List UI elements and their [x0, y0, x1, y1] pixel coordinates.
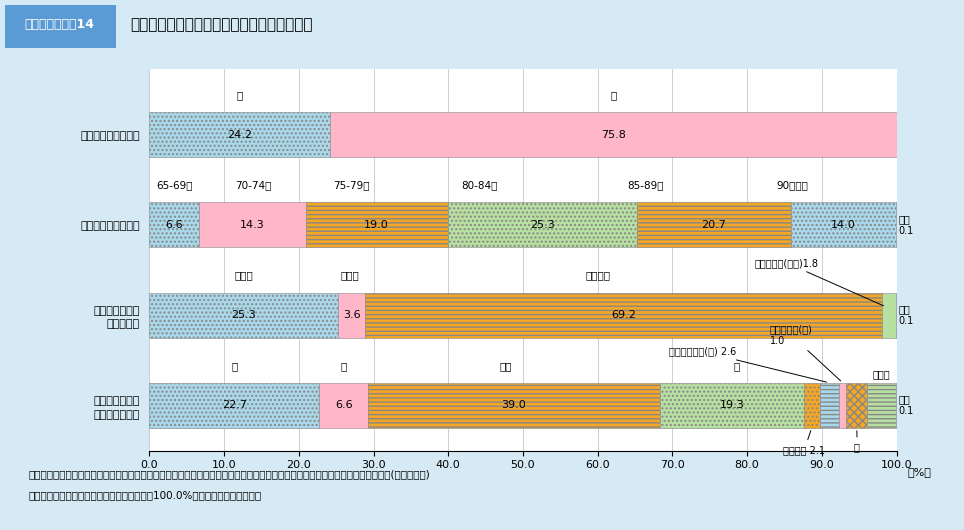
Bar: [791, 202, 896, 248]
Text: 不明
0.1: 不明 0.1: [898, 394, 914, 416]
Text: 認定済み: 認定済み: [585, 271, 610, 280]
Text: 6.6: 6.6: [335, 400, 353, 410]
Text: （%）: （%）: [908, 467, 931, 477]
Bar: [149, 293, 338, 338]
Bar: [149, 383, 319, 428]
Text: 不明
0.1: 不明 0.1: [898, 214, 914, 236]
Text: 39.0: 39.0: [501, 400, 526, 410]
Text: 69.2: 69.2: [611, 310, 636, 320]
Text: 男: 男: [237, 90, 243, 100]
Text: 65-69歳: 65-69歳: [156, 180, 193, 190]
Text: 19.0: 19.0: [364, 220, 388, 230]
Text: 20.7: 20.7: [702, 220, 726, 230]
Text: 資料：厚生労働省「『高齢者虐待の防止、高齢者の養護者に対する支援等に関する法律』に基づく対応状況等に関する調査結果」(令和４年度): 資料：厚生労働省「『高齢者虐待の防止、高齢者の養護者に対する支援等に関する法律』…: [29, 469, 431, 479]
Text: 22.7: 22.7: [222, 400, 247, 410]
Bar: [839, 383, 846, 428]
Text: 妻: 妻: [340, 361, 346, 371]
Text: 85-89歳: 85-89歳: [627, 180, 663, 190]
Text: 90歳以上: 90歳以上: [777, 180, 809, 190]
Bar: [306, 202, 447, 248]
Bar: [149, 202, 199, 248]
Text: 娘の配偶者(婿)
1.0: 娘の配偶者(婿) 1.0: [769, 324, 841, 381]
Text: 25.3: 25.3: [529, 220, 554, 230]
Text: 図１－２－４－14: 図１－２－４－14: [25, 17, 94, 31]
Bar: [368, 383, 659, 428]
Bar: [636, 202, 791, 248]
Text: 24.2: 24.2: [228, 129, 253, 139]
Text: その他: その他: [872, 369, 891, 379]
Text: 不明
0.1: 不明 0.1: [898, 304, 914, 326]
Text: 申請中: 申請中: [340, 271, 359, 280]
Text: 夫: 夫: [231, 361, 237, 371]
Text: 70-74歳: 70-74歳: [235, 180, 272, 190]
Bar: [338, 293, 365, 338]
Bar: [882, 293, 896, 338]
Text: 14.3: 14.3: [240, 220, 264, 230]
Bar: [149, 112, 331, 157]
Text: 孫: 孫: [854, 431, 860, 453]
Text: 未申請: 未申請: [234, 271, 254, 280]
Text: 兄弟姉妹 2.1: 兄弟姉妹 2.1: [784, 430, 825, 455]
Bar: [868, 383, 896, 428]
Bar: [319, 383, 368, 428]
Text: 80-84歳: 80-84歳: [461, 180, 497, 190]
Bar: [365, 293, 882, 338]
Bar: [804, 383, 819, 428]
Text: 6.6: 6.6: [165, 220, 183, 230]
Text: 75.8: 75.8: [601, 129, 626, 139]
FancyBboxPatch shape: [5, 5, 116, 48]
Text: 75-79歳: 75-79歳: [334, 180, 370, 190]
Bar: [447, 202, 636, 248]
Bar: [331, 112, 897, 157]
Text: 認定非該当(自立)1.8: 認定非該当(自立)1.8: [755, 258, 884, 306]
Bar: [659, 383, 804, 428]
Bar: [819, 383, 839, 428]
Text: （注）四捨五入の関係で、足し合わせても100.0%にならない場合がある。: （注）四捨五入の関係で、足し合わせても100.0%にならない場合がある。: [29, 490, 262, 500]
Text: 娘: 娘: [734, 361, 739, 371]
Text: 養護者による虐待を受けている高齢者の属性: 養護者による虐待を受けている高齢者の属性: [130, 16, 312, 32]
Text: 女: 女: [610, 90, 617, 100]
Bar: [199, 202, 306, 248]
Text: 14.0: 14.0: [831, 220, 856, 230]
Text: 3.6: 3.6: [343, 310, 361, 320]
Bar: [846, 383, 868, 428]
Text: 息子の配偶者(嫁) 2.6: 息子の配偶者(嫁) 2.6: [669, 347, 826, 382]
Text: 19.3: 19.3: [719, 400, 744, 410]
Text: 25.3: 25.3: [231, 310, 256, 320]
Text: 息子: 息子: [499, 361, 512, 371]
